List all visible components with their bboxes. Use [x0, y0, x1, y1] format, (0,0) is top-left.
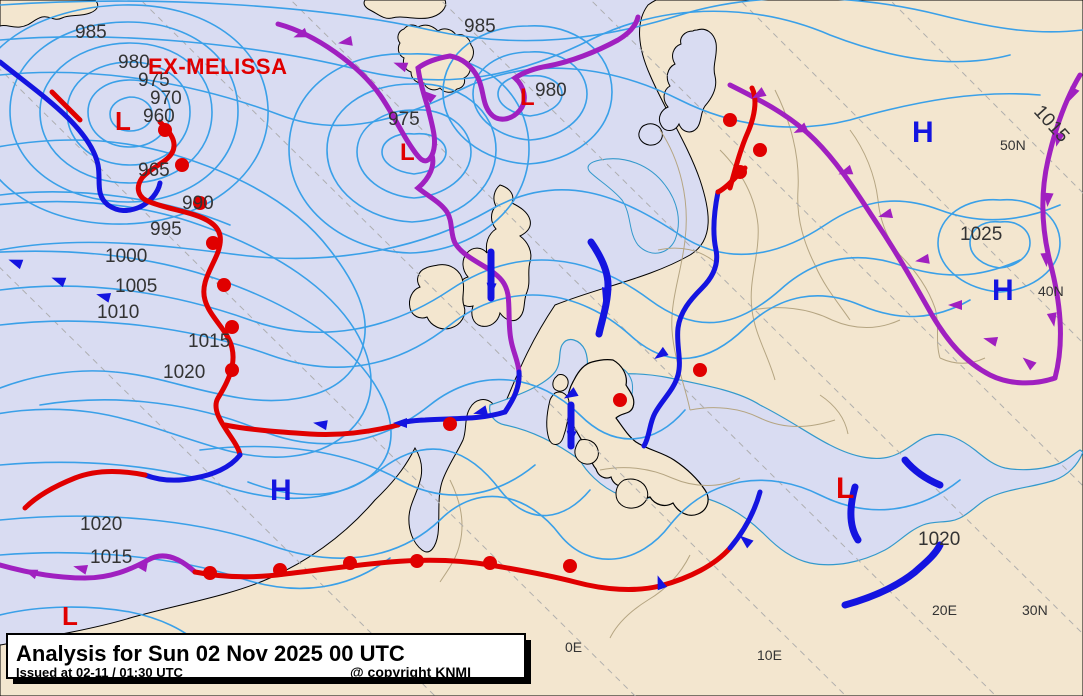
svg-text:20E: 20E [932, 602, 957, 618]
svg-text:1015: 1015 [188, 331, 230, 352]
svg-text:Issued at 02-11 / 01:30 UTC: Issued at 02-11 / 01:30 UTC [16, 665, 184, 680]
svg-text:1005: 1005 [115, 276, 157, 297]
svg-text:H: H [992, 274, 1014, 307]
svg-text:980: 980 [535, 80, 567, 101]
svg-text:EX-MELISSA: EX-MELISSA [148, 54, 287, 79]
svg-text:1000: 1000 [105, 246, 147, 267]
svg-text:985: 985 [75, 22, 107, 43]
svg-text:965: 965 [138, 160, 170, 181]
svg-text:1025: 1025 [960, 224, 1002, 245]
svg-text:50N: 50N [1000, 137, 1026, 153]
svg-text:1020: 1020 [163, 362, 205, 383]
svg-text:L: L [836, 472, 854, 505]
svg-text:L: L [400, 139, 415, 166]
svg-text:1015: 1015 [90, 547, 132, 568]
svg-text:L: L [115, 106, 131, 136]
svg-text:1020: 1020 [80, 514, 122, 535]
svg-text:1020: 1020 [918, 529, 960, 550]
svg-text:40N: 40N [1038, 283, 1064, 299]
svg-text:L: L [520, 84, 535, 111]
svg-text:0E: 0E [565, 639, 582, 655]
svg-text:985: 985 [464, 16, 496, 37]
svg-text:990: 990 [182, 193, 214, 214]
svg-text:L: L [62, 601, 78, 631]
svg-text:30N: 30N [1022, 602, 1048, 618]
svg-text:10E: 10E [757, 647, 782, 663]
svg-text:975: 975 [388, 109, 420, 130]
svg-text:@ copyright KNMI: @ copyright KNMI [350, 664, 471, 680]
svg-text:Analysis for Sun 02 Nov 2025 0: Analysis for Sun 02 Nov 2025 00 UTC [16, 641, 405, 666]
svg-text:1010: 1010 [97, 302, 139, 323]
svg-text:H: H [912, 116, 934, 149]
svg-text:960: 960 [143, 106, 175, 127]
svg-text:H: H [270, 474, 292, 507]
svg-text:995: 995 [150, 219, 182, 240]
